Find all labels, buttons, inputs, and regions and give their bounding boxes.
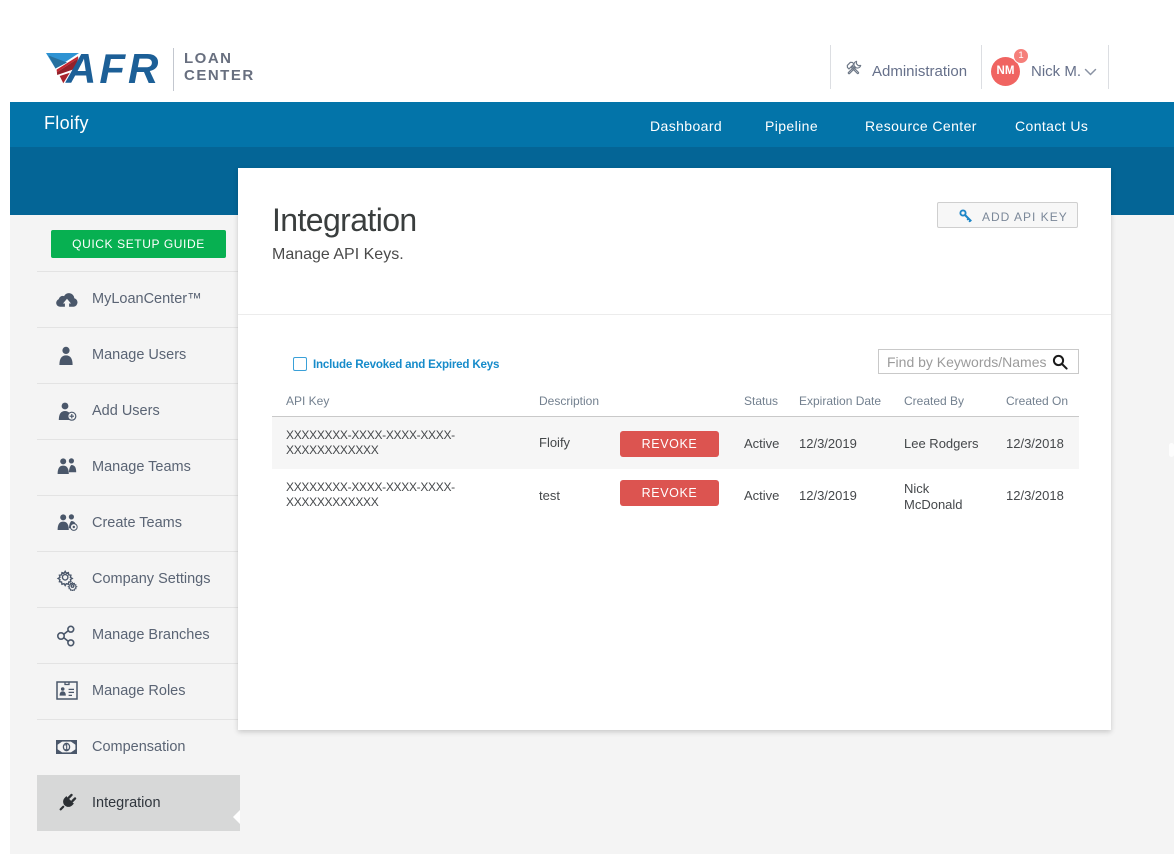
- svg-text:1: 1: [64, 743, 69, 752]
